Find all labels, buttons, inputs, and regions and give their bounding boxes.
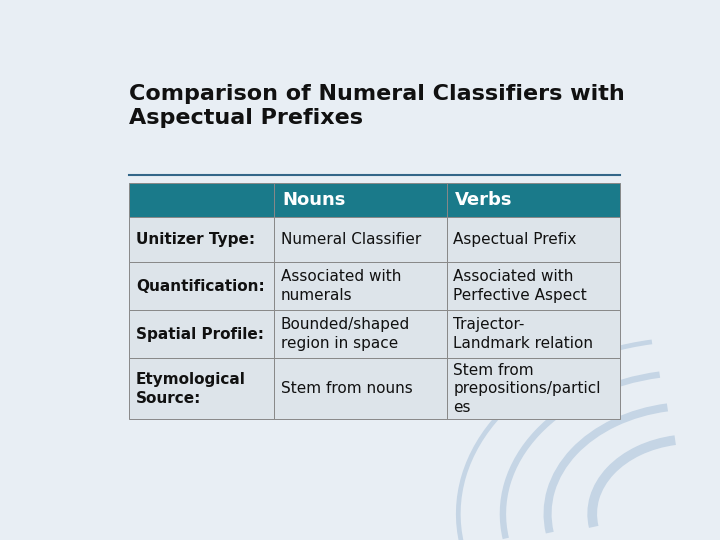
- Text: Trajector-
Landmark relation: Trajector- Landmark relation: [454, 317, 593, 351]
- Text: Unitizer Type:: Unitizer Type:: [136, 232, 255, 247]
- Bar: [129, 310, 274, 358]
- Text: Bounded/shaped
region in space: Bounded/shaped region in space: [281, 317, 410, 351]
- Bar: [274, 310, 447, 358]
- Bar: [129, 262, 274, 310]
- Text: Quantification:: Quantification:: [136, 279, 264, 294]
- Bar: [129, 183, 274, 218]
- Bar: [274, 358, 447, 420]
- Text: Stem from
prepositions/particl
es: Stem from prepositions/particl es: [454, 362, 601, 415]
- Bar: [274, 262, 447, 310]
- Text: Aspectual Prefix: Aspectual Prefix: [454, 232, 577, 247]
- Text: Associated with
numerals: Associated with numerals: [281, 269, 401, 303]
- Bar: [447, 218, 620, 262]
- Text: Spatial Profile:: Spatial Profile:: [136, 327, 264, 341]
- Bar: [274, 183, 447, 218]
- Text: Etymological
Source:: Etymological Source:: [136, 372, 246, 406]
- Bar: [129, 218, 274, 262]
- Text: Comparison of Numeral Classifiers with
Aspectual Prefixes: Comparison of Numeral Classifiers with A…: [129, 84, 625, 129]
- Bar: [447, 358, 620, 420]
- Bar: [447, 310, 620, 358]
- Text: Associated with
Perfective Aspect: Associated with Perfective Aspect: [454, 269, 588, 303]
- Text: Verbs: Verbs: [455, 191, 513, 210]
- Text: Nouns: Nouns: [282, 191, 346, 210]
- Bar: [274, 218, 447, 262]
- Bar: [129, 358, 274, 420]
- Text: Stem from nouns: Stem from nouns: [281, 381, 413, 396]
- Bar: [447, 183, 620, 218]
- Bar: [447, 262, 620, 310]
- Text: Numeral Classifier: Numeral Classifier: [281, 232, 421, 247]
